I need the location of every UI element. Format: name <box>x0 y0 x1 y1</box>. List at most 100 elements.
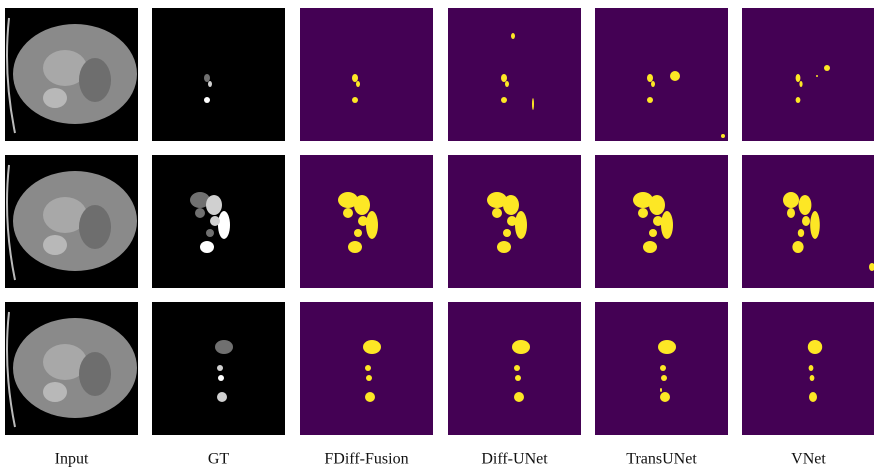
gt-region <box>218 211 230 239</box>
seg-region <box>816 75 818 77</box>
panel <box>448 8 581 141</box>
column-label: VNet <box>791 451 826 468</box>
seg-region <box>503 195 519 215</box>
seg-region <box>658 340 676 354</box>
seg-region <box>638 208 648 218</box>
seg-region <box>511 33 515 39</box>
seg-region <box>365 365 371 371</box>
seg-region <box>366 211 378 239</box>
seg-region <box>354 229 362 237</box>
seg-region <box>358 216 368 226</box>
column-label: Diff-UNet <box>481 451 548 468</box>
panel <box>742 8 874 141</box>
page: {"figure": {"columns": ["Input", "GT", "… <box>0 0 874 469</box>
panel-bg <box>742 8 874 141</box>
column-label: GT <box>208 451 230 468</box>
panel-bg <box>300 8 433 141</box>
seg-region <box>649 195 665 215</box>
seg-region <box>354 195 370 215</box>
panel-bg <box>742 302 874 435</box>
seg-region <box>661 375 667 381</box>
gt-region <box>218 375 224 381</box>
seg-region <box>660 365 666 371</box>
seg-region <box>792 241 803 253</box>
seg-region <box>365 392 375 402</box>
seg-region <box>802 216 810 226</box>
seg-region <box>501 74 507 82</box>
seg-region <box>787 208 795 218</box>
organ <box>79 352 111 396</box>
seg-region <box>352 97 358 103</box>
organ <box>43 88 67 108</box>
gt-region <box>210 216 220 226</box>
seg-region <box>824 65 830 71</box>
panel <box>5 8 138 141</box>
seg-region <box>651 81 655 87</box>
seg-region <box>363 340 381 354</box>
panel-bg <box>595 8 728 141</box>
panel <box>742 155 874 288</box>
column-label: Input <box>55 451 89 468</box>
panel <box>5 302 138 435</box>
seg-region <box>796 97 801 103</box>
panel-bg <box>152 8 285 141</box>
panel <box>300 8 433 141</box>
seg-region <box>647 74 653 82</box>
seg-region <box>352 74 358 82</box>
gt-region <box>200 241 214 253</box>
column-label: TransUNet <box>626 451 697 468</box>
panel <box>152 8 285 141</box>
seg-region <box>783 192 799 208</box>
panel-bg <box>448 8 581 141</box>
organ <box>79 58 111 102</box>
seg-region <box>796 74 801 82</box>
seg-region <box>643 241 657 253</box>
seg-region <box>503 229 511 237</box>
seg-region <box>647 97 653 103</box>
seg-region <box>514 365 520 371</box>
seg-region <box>660 392 670 402</box>
seg-region <box>492 208 502 218</box>
gt-region <box>204 74 210 82</box>
seg-region <box>653 216 663 226</box>
gt-region <box>217 365 223 371</box>
column-label: FDiff-Fusion <box>324 451 408 468</box>
gt-region <box>217 392 227 402</box>
gt-region <box>204 97 210 103</box>
seg-region <box>501 97 507 103</box>
figure: Input GT FDiff-Fusion Diff-UNet TransUNet VNe… <box>0 0 874 469</box>
seg-region <box>808 340 822 354</box>
organ <box>79 205 111 249</box>
panel <box>742 302 874 435</box>
seg-region <box>799 81 802 87</box>
seg-region <box>515 211 527 239</box>
gt-region <box>195 208 205 218</box>
organ <box>43 382 67 402</box>
seg-region <box>660 388 662 392</box>
seg-region <box>809 365 814 371</box>
seg-region <box>649 229 657 237</box>
panel <box>595 8 728 141</box>
gt-region <box>206 195 222 215</box>
panel <box>595 302 728 435</box>
seg-region <box>810 375 815 381</box>
seg-region <box>799 195 812 215</box>
gt-region <box>206 229 214 237</box>
seg-region <box>343 208 353 218</box>
panel <box>448 302 581 435</box>
organ <box>43 235 67 255</box>
panel <box>300 155 433 288</box>
panel <box>448 155 581 288</box>
seg-region <box>514 392 524 402</box>
panel <box>595 155 728 288</box>
panel <box>300 302 433 435</box>
seg-region <box>512 340 530 354</box>
panel <box>152 302 285 435</box>
panel <box>5 155 138 288</box>
panel <box>152 155 285 288</box>
seg-region <box>507 216 517 226</box>
seg-region <box>798 229 804 237</box>
seg-region <box>810 211 820 239</box>
seg-region <box>505 81 509 87</box>
seg-region <box>721 134 725 138</box>
